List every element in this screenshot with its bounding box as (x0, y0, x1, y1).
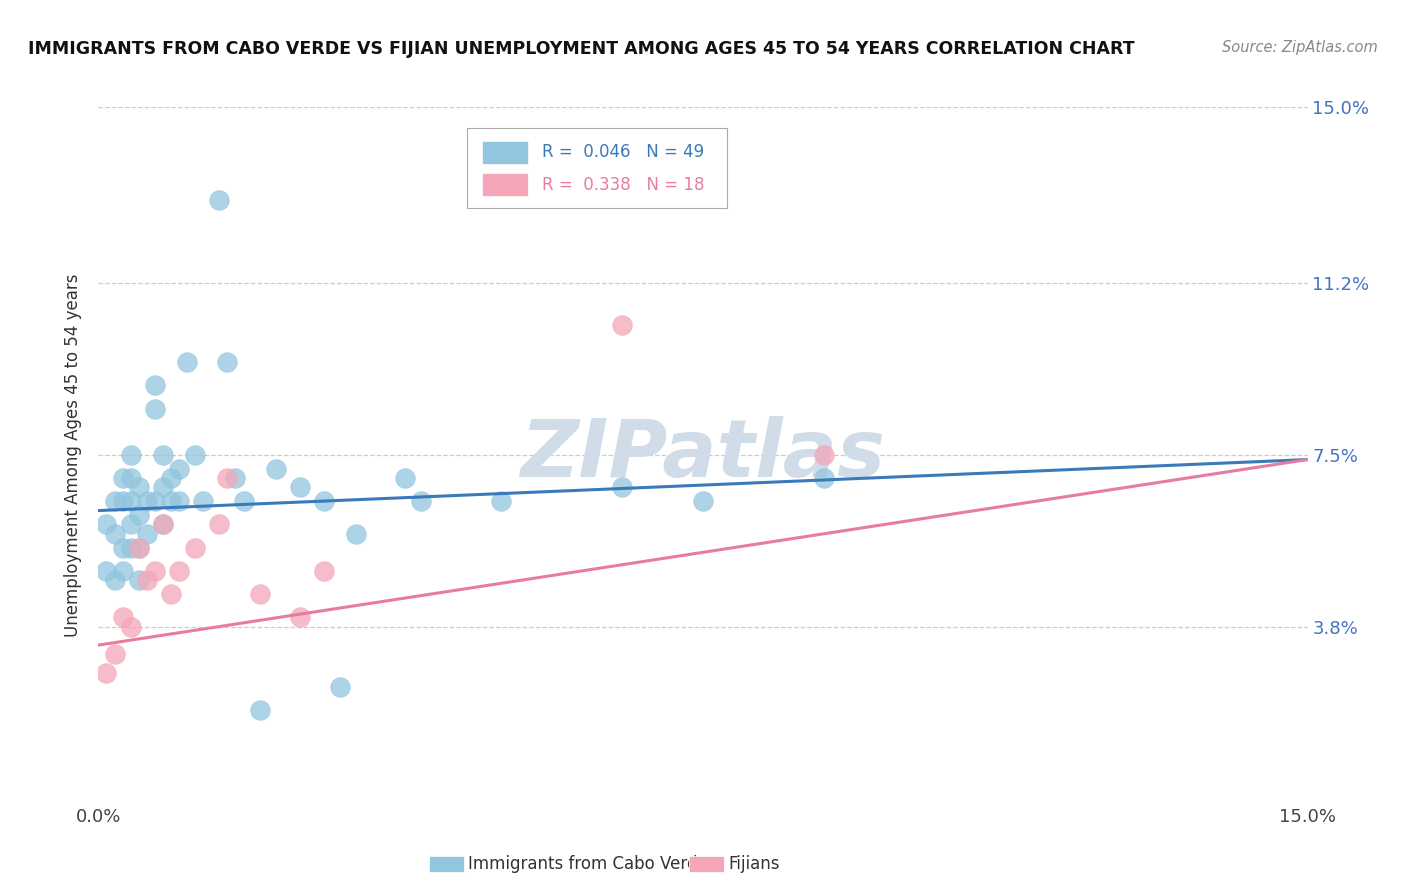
Text: IMMIGRANTS FROM CABO VERDE VS FIJIAN UNEMPLOYMENT AMONG AGES 45 TO 54 YEARS CORR: IMMIGRANTS FROM CABO VERDE VS FIJIAN UNE… (28, 40, 1135, 58)
Point (612, 318, 634, 332)
Point (217, 355, 239, 369)
Point (120, 517, 142, 532)
Point (96, 517, 118, 532)
Text: Immigrants from Cabo Verde: Immigrants from Cabo Verde (468, 855, 709, 873)
Point (249, 587, 271, 601)
Point (103, 494, 125, 508)
Point (152, 517, 174, 532)
Point (692, 494, 714, 508)
Point (111, 541, 134, 555)
Bar (482, 141, 527, 164)
Point (167, 462, 190, 476)
Point (167, 564, 190, 578)
Point (232, 494, 254, 508)
Point (160, 471, 183, 485)
Point (409, 494, 432, 508)
Point (128, 541, 150, 555)
Point (217, 471, 239, 485)
Point (224, 471, 246, 485)
Point (128, 508, 150, 523)
Point (314, 494, 336, 508)
Point (208, 517, 231, 532)
Point (344, 526, 367, 541)
Point (111, 564, 134, 578)
Point (111, 610, 134, 624)
Point (143, 494, 166, 508)
Text: R =  0.338   N = 18: R = 0.338 N = 18 (543, 176, 704, 194)
Point (96, 665, 118, 680)
Text: R =  0.046   N = 49: R = 0.046 N = 49 (543, 144, 704, 161)
Point (813, 471, 835, 485)
Bar (482, 173, 527, 196)
Point (264, 462, 287, 476)
Point (152, 480, 174, 494)
Point (329, 680, 352, 694)
Text: Source: ZipAtlas.com: Source: ZipAtlas.com (1222, 40, 1378, 55)
Point (103, 573, 125, 587)
Point (152, 517, 174, 532)
Point (288, 480, 311, 494)
Y-axis label: Unemployment Among Ages 45 to 54 years: Unemployment Among Ages 45 to 54 years (65, 273, 83, 637)
Point (152, 448, 174, 462)
Point (135, 573, 157, 587)
Point (135, 526, 157, 541)
Point (813, 448, 835, 462)
Text: ZIPatlas: ZIPatlas (520, 416, 886, 494)
Point (120, 619, 142, 633)
Point (128, 541, 150, 555)
Point (120, 471, 142, 485)
Point (249, 703, 271, 717)
FancyBboxPatch shape (467, 128, 727, 208)
Point (120, 494, 142, 508)
Point (176, 355, 198, 369)
Point (491, 494, 513, 508)
Point (103, 526, 125, 541)
Point (184, 541, 207, 555)
Point (394, 471, 416, 485)
Point (103, 648, 125, 662)
Text: Fijians: Fijians (728, 855, 780, 873)
Point (111, 471, 134, 485)
Point (111, 494, 134, 508)
Point (288, 610, 311, 624)
Point (184, 448, 207, 462)
Point (612, 480, 634, 494)
Point (120, 541, 142, 555)
Point (120, 448, 142, 462)
Point (160, 494, 183, 508)
Point (128, 480, 150, 494)
Point (167, 494, 190, 508)
Point (135, 494, 157, 508)
Point (160, 587, 183, 601)
Point (314, 564, 336, 578)
Point (193, 494, 215, 508)
Point (143, 378, 166, 392)
Point (143, 401, 166, 416)
Point (96, 564, 118, 578)
Point (208, 193, 231, 207)
Point (128, 573, 150, 587)
Point (143, 564, 166, 578)
